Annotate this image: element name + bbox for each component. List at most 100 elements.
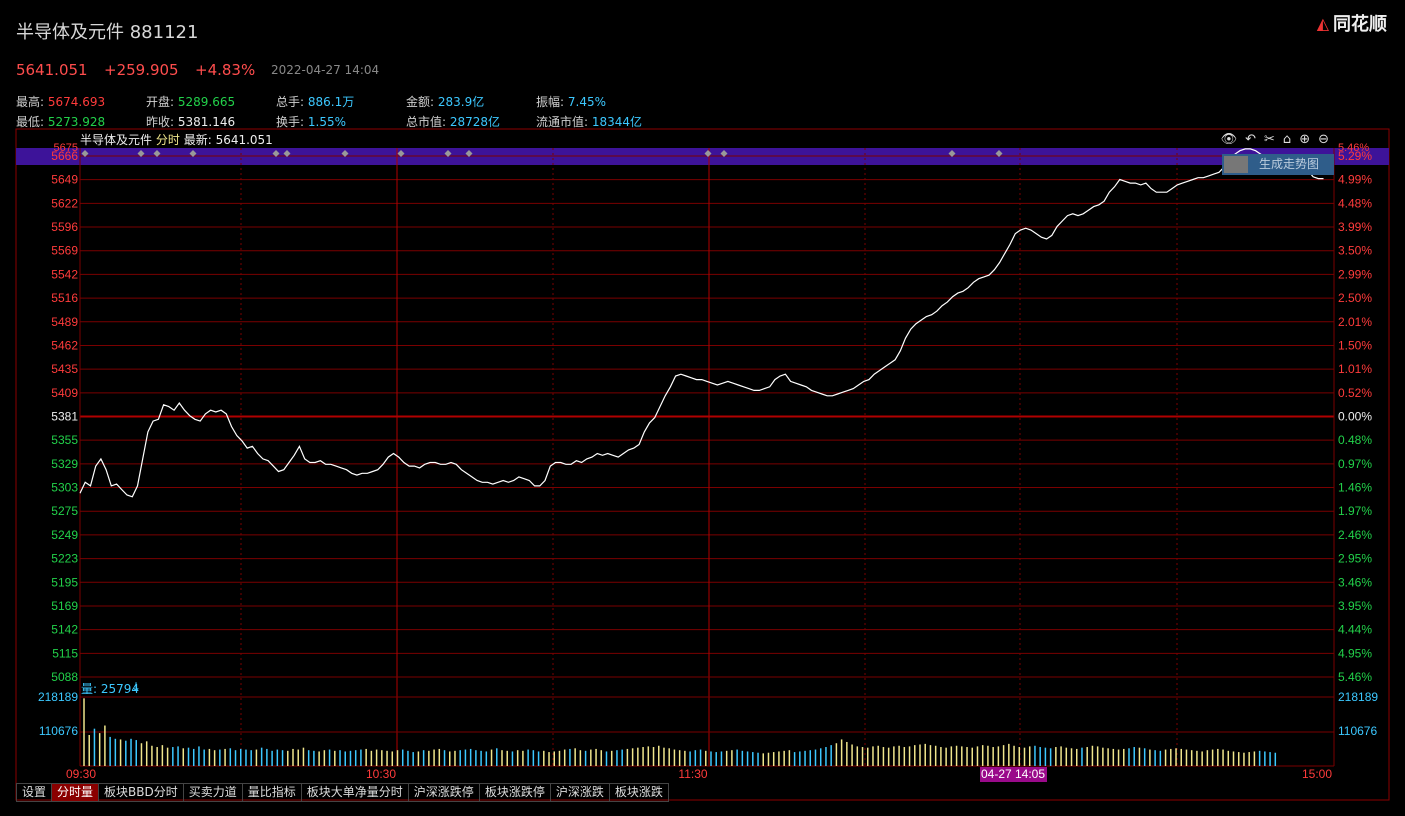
last-price: 5641.051 [16,61,88,79]
event-marker[interactable] [948,150,956,157]
pct-tick-label: 3.46% [1338,575,1372,589]
tab-2[interactable]: 板块BBD分时 [99,783,184,802]
stat-amount: 金额: 283.9亿 [406,95,485,109]
pct-tick-label: 4.99% [1338,173,1372,187]
price-tick-label: 5622 [51,196,78,210]
generate-chart-button[interactable]: 生成走势图 [1222,154,1334,175]
time-tick-label: 09:30 [66,767,96,781]
event-marker[interactable] [81,150,89,157]
volume-max-label-right: 218189 [1338,690,1378,704]
event-marker[interactable] [341,150,349,157]
price-tick-label: 5569 [51,244,78,258]
chart-frame [15,128,1390,801]
cursor-time-label: 04-27 14:05 [981,767,1045,781]
cursor-time-badge [980,767,1047,782]
event-marker[interactable] [995,150,1003,157]
event-marker[interactable] [465,150,473,157]
volume-bars [83,698,1277,766]
price-tick-label: 5195 [51,575,78,589]
price-tick-label: 5435 [51,362,78,376]
brand-logo: ◭ 同花顺 [1317,10,1387,36]
price-tick-label: 5142 [51,623,78,637]
pct-tick-label: 1.97% [1338,504,1372,518]
event-marker[interactable] [137,150,145,157]
price-tick-label: 5169 [51,599,78,613]
stat-market-cap: 总市值: 28728亿 [406,115,501,129]
event-marker[interactable] [704,150,712,157]
pct-tick-label: 4.48% [1338,196,1372,210]
thumbnail-icon [1224,156,1248,173]
page-title: 半导体及元件 881121 [16,22,199,43]
pct-tick-label: 4.95% [1338,646,1372,660]
time-tick-label: 10:30 [366,767,396,781]
pct-tick-label: 2.95% [1338,552,1372,566]
lock-icon[interactable]: ⌂ [1282,132,1292,147]
eye-icon[interactable]: 👁 [1220,132,1238,147]
tab-7[interactable]: 板块涨跌停 [479,783,551,802]
event-marker[interactable] [153,150,161,157]
tab-9[interactable]: 板块涨跌 [609,783,669,802]
price-tick-label: 5596 [51,220,78,234]
stat-prev-close: 昨收: 5381.146 [146,115,236,129]
event-marker[interactable] [189,150,197,157]
pct-axis-right: 5.29% 4.99% 4.48% 3.99% 3.50% 2.99% 2.50% 2.01%… [1338,142,1378,738]
volume-label: 量: 25794 [81,682,140,696]
price-tick-label: 5381 [51,410,78,424]
tab-5[interactable]: 板块大单净量分时 [301,783,409,802]
scissors-icon[interactable]: ✂ [1264,132,1275,147]
pct-tick-label: 1.50% [1338,338,1372,352]
stat-high: 最高: 5674.693 [16,95,106,109]
pct-tick-label: 0.52% [1338,386,1372,400]
stat-amplitude: 振幅: 7.45% [536,95,606,109]
pct-tick-label: 3.50% [1338,244,1372,258]
event-marker[interactable] [272,150,280,157]
price-tick-label: 5542 [51,267,78,281]
chart-header-latest: 5641.051 [215,133,273,147]
pct-tick-label: 2.01% [1338,315,1372,329]
price-tick-label: 5649 [51,173,78,187]
price-tick-label: 5516 [51,291,78,305]
pct-tick-top: 5.46% [1338,142,1369,154]
pct-tick-label: 1.01% [1338,362,1372,376]
pct-tick-label: 2.50% [1338,291,1372,305]
chart-header: 半导体及元件 分时 最新: 5641.051 [80,131,273,148]
volume-max-label: 218189 [38,690,78,704]
tab-1[interactable]: 分时量 [52,783,100,802]
price-tick-label: 5329 [51,457,78,471]
price-tick-label: 5115 [52,646,78,660]
event-marker[interactable] [720,150,728,157]
price-tick-label: 5409 [51,386,78,400]
chart-header-mode: 分时 [155,133,180,147]
stat-volume: 总手: 886.1万 [276,95,355,109]
stat-low: 最低: 5273.928 [16,115,106,129]
volume-arrow-icon: ↓ [131,680,142,694]
zoom-in-icon[interactable]: ⊕ [1299,132,1311,147]
event-markers [81,150,1003,157]
pct-tick-label: 0.48% [1338,433,1372,447]
time-axis: 09:30 10:30 11:30 15:00 04-27 14:05 [66,767,1332,782]
time-tick-label: 11:30 [678,767,707,781]
tab-8[interactable]: 沪深涨跌 [550,783,610,802]
price-tick-label: 5088 [51,670,78,684]
undo-icon[interactable]: ↶ [1245,132,1257,147]
price-tick-label: 5355 [51,433,78,447]
price-change-pct: +4.83% [195,61,256,79]
event-marker[interactable] [397,150,405,157]
tab-0[interactable]: 设置 [16,783,53,802]
event-marker[interactable] [283,150,291,157]
zoom-out-icon[interactable]: ⊖ [1318,132,1329,147]
event-marker[interactable] [444,150,452,157]
tab-4[interactable]: 量比指标 [242,783,302,802]
quote-datetime: 2022-04-27 14:04 [271,63,380,77]
chart-toolbar: 👁 ↶ ✂ ⌂ ⊕ ⊖ [1221,132,1329,147]
pct-tick-label: 2.99% [1338,267,1372,281]
tab-3[interactable]: 买卖力道 [183,783,243,802]
price-change: +259.905 [104,61,179,79]
time-tick-label: 15:00 [1302,767,1332,781]
pct-tick-label: 1.46% [1338,481,1372,495]
pct-tick-label: 5.46% [1338,670,1372,684]
indicator-tabs: 设置 分时量 板块BBD分时 买卖力道 量比指标 板块大单净量分时 沪深涨跌停 板块涨跌停 沪深… [16,783,669,802]
price-tick-label: 5666 [51,149,78,163]
tab-6[interactable]: 沪深涨跌停 [408,783,480,802]
